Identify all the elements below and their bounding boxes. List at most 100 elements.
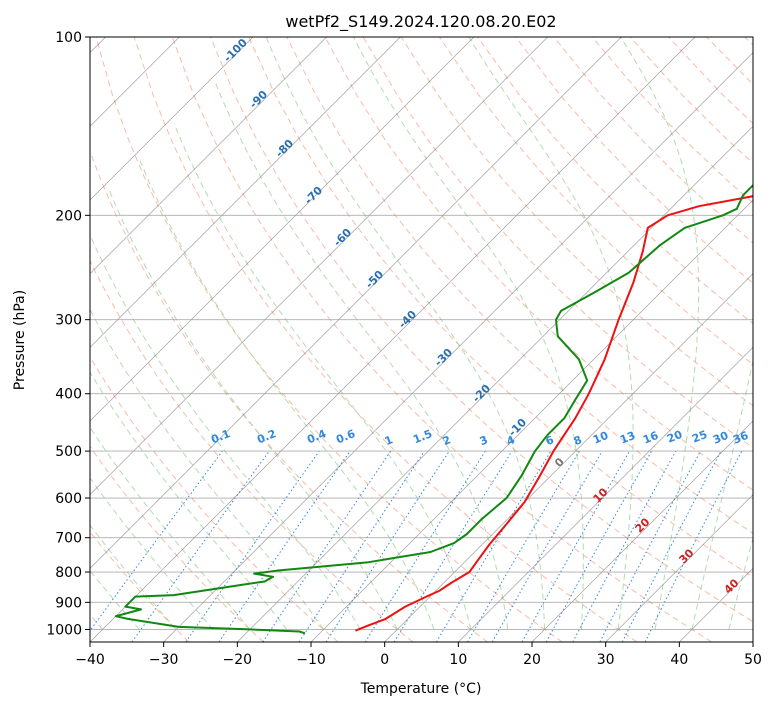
moist-adiabat-line	[215, 83, 509, 630]
y-tick-label: 400	[55, 387, 82, 403]
x-axis-label: Temperature (°C)	[360, 681, 482, 697]
isotherm-line	[458, 346, 753, 642]
dry-adiabat-line	[515, 37, 753, 284]
mixing-ratio-line	[90, 450, 223, 632]
x-tick-label: 20	[523, 652, 541, 668]
isotherm-label: 10	[591, 485, 611, 505]
moist-adiabat-line	[728, 536, 753, 630]
x-tick-label: −40	[75, 652, 105, 668]
mixing-ratio-label: 36	[731, 429, 750, 447]
mixing-ratio-line	[545, 450, 653, 642]
dry-adiabat-line	[210, 37, 753, 623]
line-labels: -100-90-80-70-60-50-40-30-20-10010203040…	[209, 36, 750, 597]
x-tick-label: −20	[223, 652, 253, 668]
x-tick-label: 0	[380, 652, 389, 668]
dry-adiabat-line	[90, 531, 190, 642]
isotherm-line	[163, 52, 753, 642]
x-tick-label: 10	[449, 652, 467, 668]
y-tick-label: 1000	[46, 622, 82, 638]
moist-adiabat-line	[468, 37, 634, 630]
isotherm-label: 0	[552, 455, 567, 470]
isotherm-line	[90, 37, 622, 569]
dewpoint-line	[114, 183, 753, 635]
isotherm-label: -100	[221, 36, 250, 65]
mixing-ratio-label: 0.6	[334, 427, 357, 446]
background-lines	[90, 37, 753, 642]
dry-adiabat-line	[706, 37, 753, 86]
moist-adiabat-line	[90, 426, 251, 630]
mixing-ratio-label: 6	[544, 433, 556, 448]
chart-title: wetPf2_S149.2024.120.08.20.E02	[285, 12, 556, 32]
dry-adiabat-line	[248, 37, 753, 578]
mixing-ratio-line	[572, 450, 677, 642]
mixing-ratio-label: 13	[618, 429, 637, 447]
pressure-grid	[90, 37, 753, 630]
moist-adiabat-line	[90, 308, 324, 630]
y-tick-label: 200	[55, 208, 82, 224]
isotherm-label: -60	[331, 226, 354, 249]
isotherm-line	[90, 37, 475, 422]
mixing-ratio-line	[521, 450, 630, 642]
dry-adiabat-line	[90, 356, 339, 642]
dry-adiabat-line	[133, 37, 638, 642]
isotherm-line	[605, 494, 753, 642]
dry-adiabat-line	[90, 259, 414, 642]
moist-adiabat-line	[691, 358, 753, 630]
mixing-ratio-label: 16	[641, 429, 660, 447]
isotherm-label: 30	[677, 546, 697, 566]
dry-adiabat-line	[95, 37, 563, 642]
y-tick-label: 300	[55, 313, 82, 329]
moist-adiabat-line	[90, 613, 103, 630]
dry-adiabat-line	[90, 149, 488, 642]
isotherm-line	[237, 125, 753, 642]
mixing-ratio-line	[131, 450, 270, 642]
mixing-ratio-label: 20	[665, 428, 684, 446]
isotherm-line	[752, 641, 753, 642]
isotherm-label: -90	[247, 88, 270, 111]
moist-adiabat-line	[353, 37, 584, 630]
mixing-ratio-label: 1.5	[411, 427, 434, 446]
mixing-ratio-label: 8	[572, 433, 584, 448]
mixing-ratio-line	[218, 450, 351, 642]
isotherm-line	[384, 273, 753, 642]
x-tick-label: −10	[296, 652, 326, 668]
mixing-ratio-line	[599, 450, 701, 642]
isotherm-label: 20	[633, 515, 653, 535]
isotherm-line	[90, 37, 696, 642]
isotherm-label: -50	[363, 268, 386, 291]
x-tick-label: 50	[744, 652, 762, 668]
mixing-ratio-label: 30	[711, 429, 730, 447]
dry-adiabat-line	[477, 37, 753, 325]
isotherm-label: -20	[470, 382, 493, 405]
y-tick-label: 700	[55, 531, 82, 547]
temperature-line	[355, 195, 753, 632]
moist-adiabat-line	[620, 37, 700, 630]
mixing-ratio-line	[325, 450, 450, 642]
mixing-ratio-line	[435, 450, 552, 642]
dry-adiabat-line	[553, 37, 753, 244]
dry-adiabat-line	[286, 37, 753, 534]
isotherm-line	[90, 37, 254, 201]
y-axis: 100 200 300 400 500 600 700 800 900 1000	[46, 30, 90, 638]
x-tick-label: 40	[670, 652, 688, 668]
profile-series	[114, 183, 753, 635]
x-tick-label: −30	[149, 652, 179, 668]
y-tick-label: 100	[55, 30, 82, 46]
moist-adiabat-line	[90, 524, 177, 630]
mixing-ratio-label: 0.4	[305, 427, 328, 446]
isotherm-line	[531, 420, 753, 642]
mixing-ratio-label: 3	[478, 433, 490, 448]
mixing-ratio-label: 0.2	[255, 427, 278, 446]
isotherm-line	[90, 37, 327, 275]
mixing-ratio-label: 2	[441, 433, 453, 448]
mixing-ratio-line	[262, 450, 392, 642]
mixing-ratio-label: 10	[591, 429, 610, 447]
isotherm-line	[310, 199, 753, 642]
x-tick-label: 30	[597, 652, 615, 668]
mixing-ratio-line	[364, 450, 486, 642]
y-tick-label: 500	[55, 444, 82, 460]
isotherm-line	[679, 567, 753, 642]
isotherm-line	[90, 37, 401, 348]
y-tick-label: 600	[55, 491, 82, 507]
